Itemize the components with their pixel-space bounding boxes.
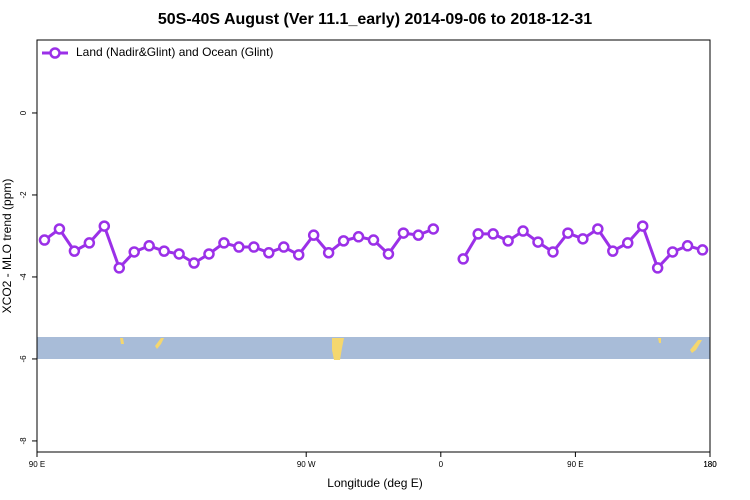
data-point bbox=[577, 233, 589, 245]
data-point bbox=[651, 262, 664, 274]
legend: Land (Nadir&Glint) and Ocean (Glint) bbox=[42, 45, 273, 59]
legend-label: Land (Nadir&Glint) and Ocean (Glint) bbox=[76, 45, 273, 59]
data-point bbox=[382, 248, 395, 260]
data-point bbox=[532, 236, 544, 248]
legend-marker bbox=[49, 47, 61, 59]
data-point bbox=[547, 246, 559, 258]
data-point bbox=[487, 228, 499, 240]
x-tick-label: 90 E bbox=[567, 460, 583, 469]
data-point bbox=[322, 247, 335, 259]
map-strip bbox=[37, 337, 710, 360]
plot-frame bbox=[36, 39, 711, 453]
data-point bbox=[113, 262, 126, 274]
data-point bbox=[218, 237, 230, 249]
x-tick-label: 90 W bbox=[297, 460, 316, 469]
data-point bbox=[83, 237, 96, 249]
x-tick-label: 180 bbox=[703, 460, 717, 469]
data-point bbox=[621, 237, 634, 249]
data-point bbox=[203, 248, 215, 260]
data-point bbox=[233, 241, 245, 253]
data-point bbox=[278, 241, 290, 253]
data-point bbox=[248, 241, 260, 253]
x-tick-label: 0 bbox=[439, 460, 444, 469]
x-tick-label: 180 bbox=[703, 460, 717, 469]
data-point bbox=[681, 240, 694, 252]
x-tick-label: 90 E bbox=[29, 460, 45, 469]
data-point bbox=[38, 234, 51, 246]
data-point bbox=[173, 248, 185, 260]
data-point bbox=[592, 223, 604, 235]
data-point bbox=[352, 231, 365, 243]
data-point bbox=[292, 249, 305, 261]
data-point bbox=[188, 257, 200, 269]
y-tick-label: -6 bbox=[19, 355, 28, 363]
data-point bbox=[607, 245, 619, 257]
data-point bbox=[307, 229, 320, 241]
data-point bbox=[158, 245, 170, 257]
chart-title: 50S-40S August (Ver 11.1_early) 2014-09-… bbox=[158, 11, 592, 28]
data-point bbox=[98, 220, 111, 232]
data-point bbox=[517, 225, 529, 237]
series-line bbox=[461, 223, 703, 271]
data-point bbox=[412, 229, 425, 241]
data-point bbox=[457, 253, 469, 265]
ocean-band bbox=[37, 337, 710, 359]
data-point bbox=[427, 223, 440, 235]
data-point bbox=[53, 223, 66, 235]
data-point bbox=[128, 246, 140, 258]
data-point bbox=[397, 227, 410, 239]
y-tick-label: -2 bbox=[19, 191, 28, 199]
y-tick-label: -8 bbox=[19, 437, 28, 445]
data-point bbox=[472, 228, 484, 240]
y-axis-label: XCO2 - MLO trend (ppm) bbox=[0, 179, 14, 314]
data-point bbox=[502, 235, 514, 247]
data-point bbox=[696, 244, 709, 256]
data-point bbox=[68, 245, 81, 257]
data-point bbox=[143, 240, 155, 252]
x-axis-label: Longitude (deg E) bbox=[327, 476, 422, 490]
y-tick-label: 0 bbox=[19, 110, 28, 115]
data-point bbox=[666, 246, 679, 258]
y-tick-label: -4 bbox=[19, 273, 28, 281]
data-point bbox=[636, 220, 649, 232]
data-point bbox=[562, 227, 574, 239]
data-point bbox=[263, 247, 275, 259]
data-point bbox=[337, 235, 350, 247]
data-point bbox=[367, 234, 380, 246]
